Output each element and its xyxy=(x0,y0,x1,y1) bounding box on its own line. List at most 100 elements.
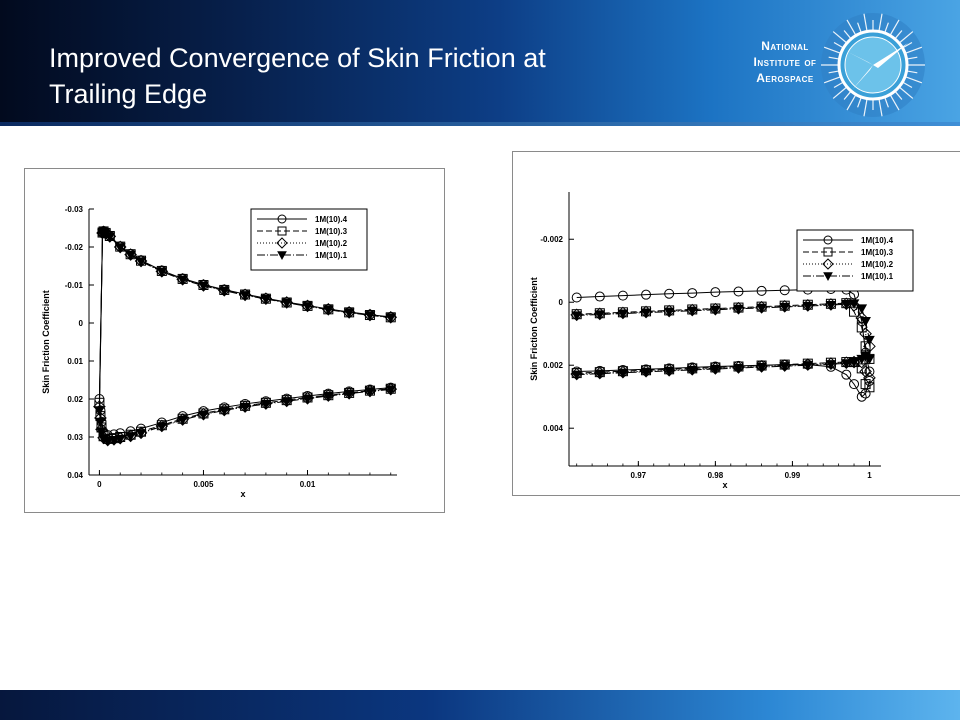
y-tick-label: 0.02 xyxy=(67,395,83,404)
slide-footer-bar xyxy=(0,690,960,720)
data-point-marker xyxy=(802,361,814,371)
chart-left: -0.03 -0.02 -0.01 0 0.01 0.02 0.03 0.04 0 0.005 0.… xyxy=(41,205,398,499)
y-axis-label: Skin Friction Coefficient xyxy=(529,277,539,381)
legend-label: 1M(10).3 xyxy=(315,227,348,236)
data-point-marker xyxy=(860,341,871,352)
data-point-marker xyxy=(260,399,272,410)
data-point-marker xyxy=(863,371,876,385)
logo-ray xyxy=(823,76,841,84)
legend-label: 1M(10).1 xyxy=(861,272,894,281)
legend-marker xyxy=(276,237,288,249)
data-point-marker xyxy=(855,311,869,325)
data-point-marker xyxy=(571,292,582,303)
legend-box xyxy=(250,208,368,271)
organization-logo-text: National Institute of Aerospace xyxy=(740,38,830,86)
legend-marker xyxy=(822,258,834,270)
legend-label: 1M(10).2 xyxy=(861,260,894,269)
data-point-marker xyxy=(385,313,397,324)
series-line-lower xyxy=(98,388,391,440)
y-tick-label: 0.03 xyxy=(67,433,83,442)
y-tick-label: 0.04 xyxy=(67,471,83,480)
slide-title-line-1: Improved Convergence of Skin Friction at xyxy=(49,43,546,73)
data-point-marker xyxy=(864,354,875,365)
slide-title-line-2: Trailing Edge xyxy=(49,79,208,109)
logo-ray xyxy=(823,46,841,54)
y-axis-label: Skin Friction Coefficient xyxy=(41,290,51,394)
data-point-marker xyxy=(617,309,629,320)
y-tick-label: 0.002 xyxy=(543,361,564,370)
slide-title: Improved Convergence of Skin Friction at… xyxy=(49,40,689,112)
logo-ray xyxy=(899,87,914,99)
x-tick-label: 0.99 xyxy=(785,471,801,480)
chart-legend: 1M(10).4 1M(10).3 1M(10).2 1M(10).1 xyxy=(250,208,368,271)
data-point-marker xyxy=(640,308,652,319)
plot-area xyxy=(570,284,876,402)
logo-ray xyxy=(857,22,862,33)
data-point-marker xyxy=(177,415,188,426)
data-point-marker xyxy=(302,302,313,312)
x-axis-label: x xyxy=(240,489,245,499)
data-point-marker xyxy=(617,290,628,301)
data-point-marker xyxy=(125,432,136,442)
data-point-marker xyxy=(156,267,168,278)
data-point-marker xyxy=(239,402,251,413)
legend-marker xyxy=(277,251,287,261)
logo-ray xyxy=(846,19,857,35)
data-point-marker xyxy=(848,299,860,310)
data-point-marker xyxy=(849,379,860,390)
data-point-marker xyxy=(710,287,721,298)
y-tick-label: 0 xyxy=(559,298,564,307)
logo-ray xyxy=(832,87,847,99)
logo-ray xyxy=(905,76,923,84)
data-point-marker xyxy=(840,300,852,310)
data-point-marker xyxy=(114,434,126,445)
data-point-marker xyxy=(663,307,675,318)
data-point-marker xyxy=(864,335,875,346)
x-tick-label: 0.005 xyxy=(193,480,214,489)
data-point-marker xyxy=(617,368,629,379)
logo-ray xyxy=(907,70,918,74)
data-point-marker xyxy=(218,406,230,416)
data-point-marker xyxy=(733,286,744,297)
data-point-marker xyxy=(756,363,767,373)
data-point-marker xyxy=(687,288,698,299)
logo-ray xyxy=(863,13,868,31)
data-point-marker xyxy=(198,410,209,421)
data-point-marker xyxy=(686,306,698,317)
chart-left-frame: -0.03 -0.02 -0.01 0 0.01 0.02 0.03 0.04 0 0.005 0.… xyxy=(24,168,445,513)
data-point-marker xyxy=(218,286,230,297)
y-tick-label: -0.03 xyxy=(65,205,84,214)
legend-label: 1M(10).1 xyxy=(315,251,348,260)
data-point-marker xyxy=(641,289,652,300)
logo-ray xyxy=(846,95,857,111)
chart-legend: 1M(10).4 1M(10).3 1M(10).2 1M(10).1 xyxy=(796,229,914,292)
data-point-marker xyxy=(859,327,872,341)
data-point-marker xyxy=(860,317,871,327)
chart-right-frame: -0.002 0 0.002 0.004 0.97 0.98 0.99 1 x Skin Fric… xyxy=(512,151,960,496)
data-point-marker xyxy=(343,389,355,400)
compass-star-icon xyxy=(821,13,925,117)
x-tick-label: 0.97 xyxy=(631,471,647,480)
legend-marker xyxy=(823,247,833,257)
data-point-marker xyxy=(571,370,583,381)
data-point-marker xyxy=(733,363,744,374)
data-point-marker xyxy=(385,385,397,396)
data-point-marker xyxy=(125,250,136,261)
data-point-marker xyxy=(756,303,767,314)
y-tick-label: -0.02 xyxy=(65,243,84,252)
data-point-marker xyxy=(848,357,860,368)
data-point-marker xyxy=(104,232,116,243)
data-point-marker xyxy=(322,391,334,402)
x-tick-label: 0 xyxy=(97,480,102,489)
logo-ray xyxy=(843,91,851,100)
logo-ray xyxy=(899,31,914,43)
logo-ray xyxy=(832,31,847,43)
logo-ray xyxy=(903,41,913,49)
data-point-marker xyxy=(825,360,837,370)
x-tick-label: 1 xyxy=(867,471,872,480)
data-point-marker xyxy=(114,243,126,253)
logo-ray xyxy=(895,30,903,39)
data-point-marker xyxy=(710,305,721,316)
y-tick-label: -0.002 xyxy=(540,235,563,244)
logo-ray xyxy=(833,41,843,49)
